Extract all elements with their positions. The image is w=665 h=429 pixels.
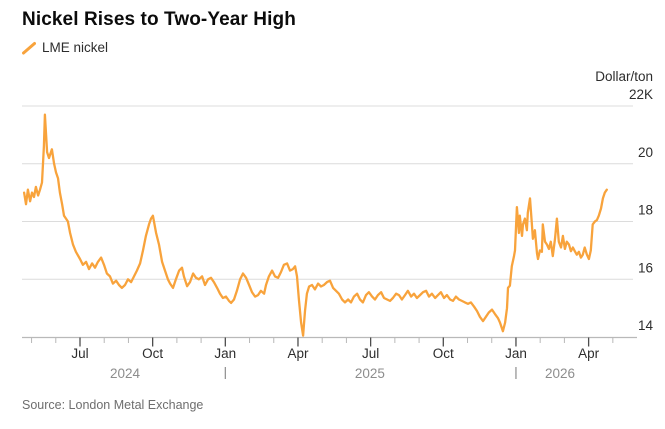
x-tick-label: Jan (214, 346, 236, 361)
chart-title: Nickel Rises to Two-Year High (22, 9, 296, 30)
legend-line-icon (22, 41, 36, 54)
legend-label: LME nickel (42, 40, 109, 55)
x-tick-label: Apr (578, 346, 600, 361)
x-tick-label: Oct (433, 346, 454, 361)
y-tick-label: 14 (638, 318, 654, 333)
x-axis: Jul Oct Jan Apr Jul Oct Jan Apr (22, 336, 637, 361)
x-tick-label: Jul (71, 346, 88, 361)
legend: LME nickel (22, 40, 108, 55)
y-tick-label: 16 (638, 260, 653, 275)
price-line (22, 113, 608, 337)
source-note: Source: London Metal Exchange (22, 398, 204, 412)
y-tick-label: 20 (638, 145, 653, 160)
year-label: 2025 (355, 366, 385, 381)
year-label: 2026 (545, 366, 575, 381)
x-tick-label: Jan (505, 346, 527, 361)
x-tick-label: Apr (287, 346, 309, 361)
x-tick-label: Oct (142, 346, 163, 361)
year-label: 2024 (110, 366, 141, 381)
y-tick-label: 18 (638, 203, 653, 218)
year-row: 2024 2025 2026 (110, 366, 575, 381)
y-tick-label: 22K (629, 87, 653, 102)
gridlines (22, 105, 633, 280)
y-axis-unit-label: Dollar/ton (595, 69, 653, 84)
x-tick-label: Jul (362, 346, 379, 361)
y-axis-labels: 22K 20 18 16 14 (629, 87, 654, 333)
